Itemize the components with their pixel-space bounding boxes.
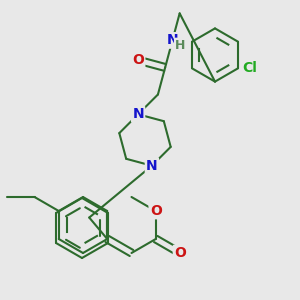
- Text: O: O: [150, 204, 162, 218]
- Text: N: N: [132, 107, 144, 121]
- Text: N: N: [167, 33, 178, 47]
- Text: O: O: [174, 246, 186, 260]
- Text: Cl: Cl: [243, 61, 257, 75]
- Text: N: N: [146, 159, 158, 173]
- Text: O: O: [132, 53, 144, 67]
- Text: H: H: [175, 39, 186, 52]
